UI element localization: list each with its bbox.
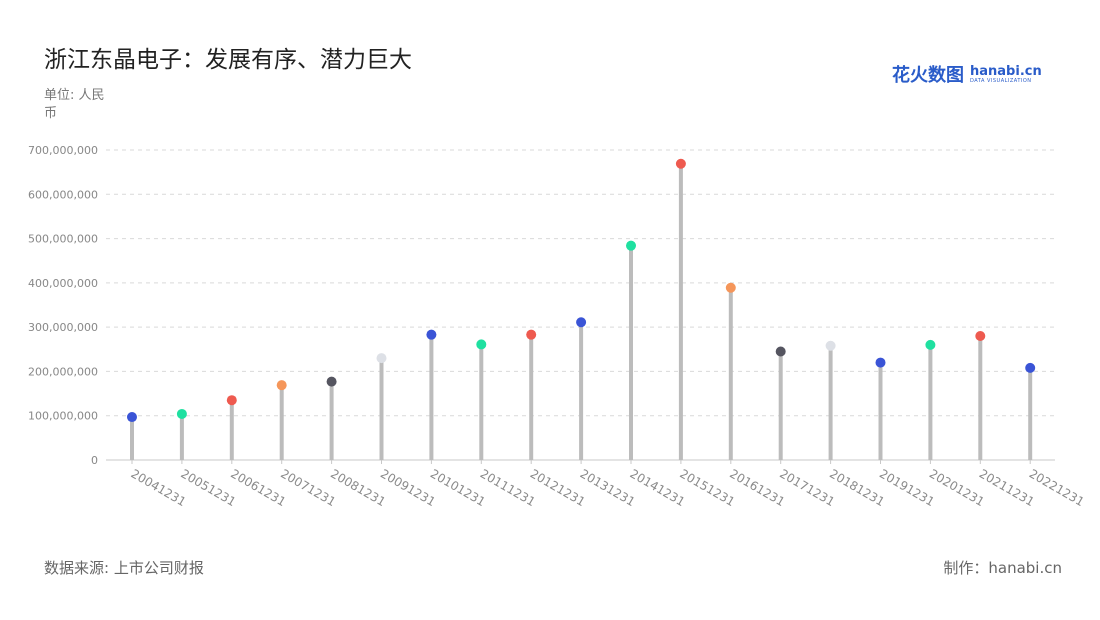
lollipop-dot <box>326 376 337 387</box>
lollipop-dot <box>576 317 587 328</box>
lollipop-dot <box>426 329 437 340</box>
lollipop-dot <box>176 408 187 419</box>
y-tick-label: 500,000,000 <box>28 233 98 246</box>
y-tick-label: 100,000,000 <box>28 410 98 423</box>
logo-chinese-text: 花火数图 <box>892 65 964 86</box>
lollipop-dot <box>127 412 137 423</box>
lollipop-dot <box>825 340 836 351</box>
lollipop-dot <box>875 357 886 368</box>
x-tick-label: 20171231 <box>777 466 837 509</box>
logo-english-block: hanabi.cn DATA VISUALIZATION <box>970 65 1042 84</box>
lollipop-dot <box>476 339 487 350</box>
x-tick-label: 20191231 <box>877 466 937 509</box>
lollipop-dot <box>675 158 686 169</box>
y-tick-label: 300,000,000 <box>28 321 98 334</box>
x-tick-label: 20081231 <box>328 466 388 509</box>
x-tick-label: 20061231 <box>228 466 288 509</box>
x-tick-label: 20121231 <box>528 466 588 509</box>
lollipop-dot <box>1025 362 1036 373</box>
x-tick-label: 20041231 <box>129 466 189 509</box>
lollipop-dot <box>925 339 936 350</box>
lollipop-dot <box>775 346 786 357</box>
x-tick-label: 20161231 <box>727 466 787 509</box>
lollipop-dot <box>626 240 636 251</box>
y-tick-label: 400,000,000 <box>28 277 98 290</box>
x-tick-label: 20151231 <box>677 466 737 509</box>
x-tick-label: 20131231 <box>578 466 638 509</box>
y-tick-label: 0 <box>91 454 98 467</box>
x-tick-label: 20221231 <box>1027 466 1087 509</box>
logo-english-text: hanabi.cn <box>970 63 1042 79</box>
y-tick-label: 200,000,000 <box>28 365 98 378</box>
x-tick-label: 20071231 <box>278 466 338 509</box>
x-tick-label: 20091231 <box>378 466 438 509</box>
lollipop-dot <box>526 329 537 340</box>
x-tick-label: 20051231 <box>178 466 238 509</box>
y-tick-label: 700,000,000 <box>28 144 98 157</box>
lollipop-dot <box>725 282 736 293</box>
x-tick-label: 20211231 <box>977 466 1037 509</box>
lollipop-dot <box>975 331 986 341</box>
unit-label: 单位: 人民币 <box>44 88 105 121</box>
hanabi-logo: 花火数图 hanabi.cn DATA VISUALIZATION <box>892 60 1042 88</box>
x-tick-label: 20181231 <box>827 466 887 509</box>
lollipop-dot <box>276 380 287 391</box>
lollipop-dot <box>376 353 387 364</box>
x-tick-label: 20101231 <box>428 466 488 509</box>
lollipop-dot <box>226 395 237 406</box>
logo-subtitle: DATA VISUALIZATION <box>970 77 1032 84</box>
data-source: 数据来源: 上市公司财报 <box>44 559 204 577</box>
maker-credit: 制作：hanabi.cn <box>943 559 1062 577</box>
chart-title: 浙江东晶电子：发展有序、潜力巨大 <box>44 47 412 73</box>
x-tick-label: 20111231 <box>478 466 538 509</box>
x-tick-label: 20201231 <box>927 466 987 509</box>
x-tick-label: 20141231 <box>628 466 688 509</box>
y-tick-label: 600,000,000 <box>28 188 98 201</box>
